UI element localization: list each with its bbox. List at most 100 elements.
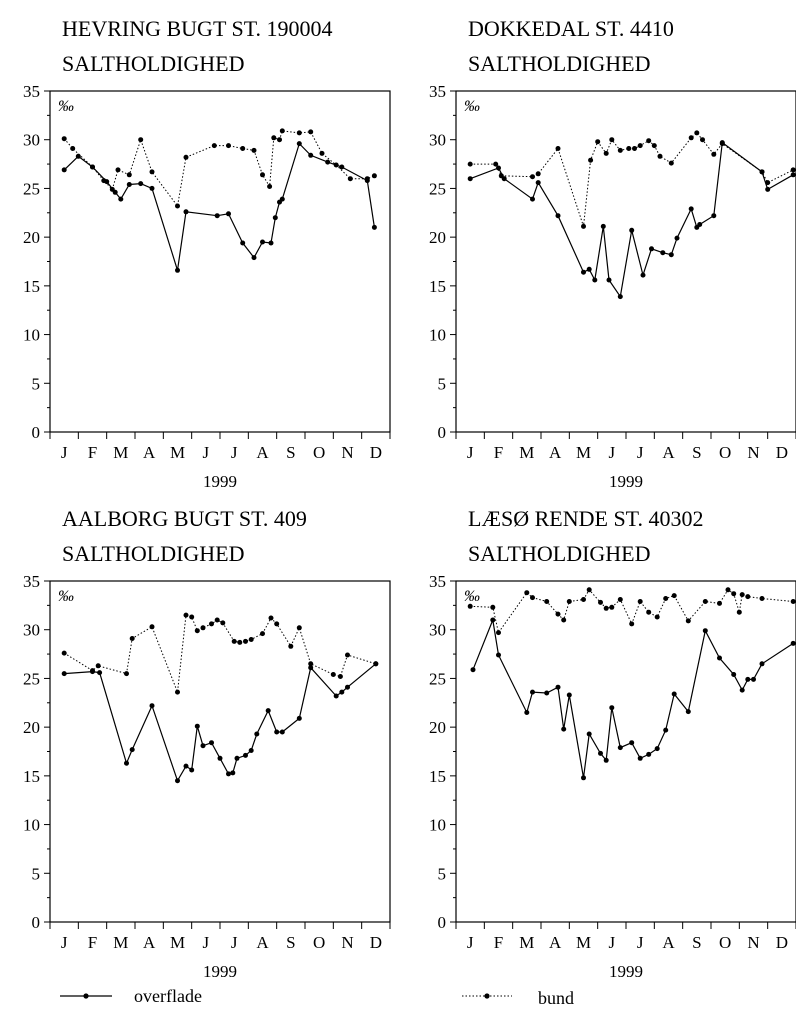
overflade-point xyxy=(617,294,623,300)
y-tick-label: 5 xyxy=(438,374,447,393)
bund-point xyxy=(790,167,796,173)
overflade-point xyxy=(524,710,530,715)
x-tick-label: S xyxy=(692,443,701,462)
overflade-point xyxy=(663,727,669,733)
overflade-point xyxy=(555,684,561,690)
bund-point xyxy=(189,614,195,620)
overflade-point xyxy=(649,246,654,252)
overflade-point xyxy=(194,723,200,729)
overflade-point xyxy=(118,196,124,202)
overflade-point xyxy=(640,272,646,278)
x-tick-label: D xyxy=(776,933,788,952)
bund-point xyxy=(668,160,674,166)
overflade-point xyxy=(138,181,144,187)
overflade-point xyxy=(535,180,541,186)
bund-point xyxy=(711,151,717,157)
y-tick-label: 15 xyxy=(23,277,40,296)
y-tick-label: 35 xyxy=(429,82,446,101)
overflade-point xyxy=(274,729,280,735)
bund-point xyxy=(717,600,722,606)
y-tick-label: 30 xyxy=(23,621,40,640)
bund-point xyxy=(194,628,200,634)
bund-point xyxy=(115,167,121,173)
bund-point xyxy=(603,150,609,156)
overflade-point xyxy=(248,748,254,753)
bund-point xyxy=(347,176,353,182)
bund-point xyxy=(467,161,473,167)
bund-point xyxy=(288,643,294,649)
bund-point xyxy=(279,128,285,134)
x-axis-label: 1999 xyxy=(203,962,237,981)
bund-point xyxy=(277,137,282,143)
x-tick-label: J xyxy=(609,443,616,462)
overflade-point xyxy=(339,164,345,170)
bund-point xyxy=(296,130,302,136)
overflade-point xyxy=(765,186,771,192)
y-tick-label: 20 xyxy=(429,718,446,737)
overflade-point xyxy=(175,267,180,273)
x-tick-label: J xyxy=(637,443,644,462)
x-tick-label: N xyxy=(747,933,759,952)
x-tick-label: A xyxy=(662,443,675,462)
bund-point xyxy=(603,605,609,611)
bund-point xyxy=(237,639,243,645)
x-tick-label: A xyxy=(549,933,562,952)
y-tick-label: 35 xyxy=(429,572,446,591)
bund-point xyxy=(555,611,561,617)
bund-point xyxy=(493,161,499,167)
x-tick-label: J xyxy=(231,443,238,462)
bund-point xyxy=(124,671,129,677)
overflade-point xyxy=(490,617,496,623)
x-tick-label: M xyxy=(576,443,591,462)
bund-point xyxy=(632,146,637,151)
bund-point xyxy=(745,594,751,600)
overflade-point xyxy=(668,252,674,258)
x-axis-label: 1999 xyxy=(203,472,237,491)
overflade-point xyxy=(581,775,586,781)
bund-point xyxy=(566,599,572,604)
unit-label: ‰ xyxy=(464,588,480,605)
y-tick-label: 5 xyxy=(32,864,41,883)
bund-point xyxy=(535,171,541,177)
bund-point xyxy=(702,599,708,604)
x-tick-label: D xyxy=(776,443,788,462)
bund-point xyxy=(617,597,623,602)
x-tick-label: J xyxy=(609,933,616,952)
x-tick-label: O xyxy=(719,933,731,952)
bund-point xyxy=(581,597,586,602)
bund-point xyxy=(345,652,350,658)
overflade-point xyxy=(496,652,501,658)
x-tick-label: J xyxy=(203,933,210,952)
bund-point xyxy=(231,638,237,644)
y-tick-label: 15 xyxy=(23,767,40,786)
overflade-point xyxy=(296,141,302,147)
x-tick-label: S xyxy=(286,443,295,462)
bund-point xyxy=(308,129,314,135)
overflade-point xyxy=(629,227,635,233)
overflade-point xyxy=(739,687,745,693)
bund-point xyxy=(694,130,700,136)
overflade-point xyxy=(265,708,271,714)
overflade-point xyxy=(279,729,285,735)
bund-point xyxy=(736,609,742,615)
overflade-series-line xyxy=(469,141,794,299)
bund-series-line xyxy=(63,614,376,693)
overflade-point xyxy=(586,266,592,272)
bund-point xyxy=(260,172,265,178)
bund-point xyxy=(651,143,657,149)
bund-point xyxy=(581,223,586,229)
overflade-point xyxy=(674,235,680,241)
overflade-point xyxy=(254,731,260,737)
x-axis-label: 1999 xyxy=(609,962,643,981)
overflade-point xyxy=(175,778,180,784)
overflade-point xyxy=(688,206,694,212)
x-tick-label: M xyxy=(170,443,185,462)
overflade-point xyxy=(126,182,132,187)
bund-point xyxy=(725,587,731,593)
overflade-point xyxy=(586,731,592,737)
overflade-point xyxy=(149,703,155,709)
bund-point xyxy=(129,636,135,641)
bund-point xyxy=(126,172,132,178)
